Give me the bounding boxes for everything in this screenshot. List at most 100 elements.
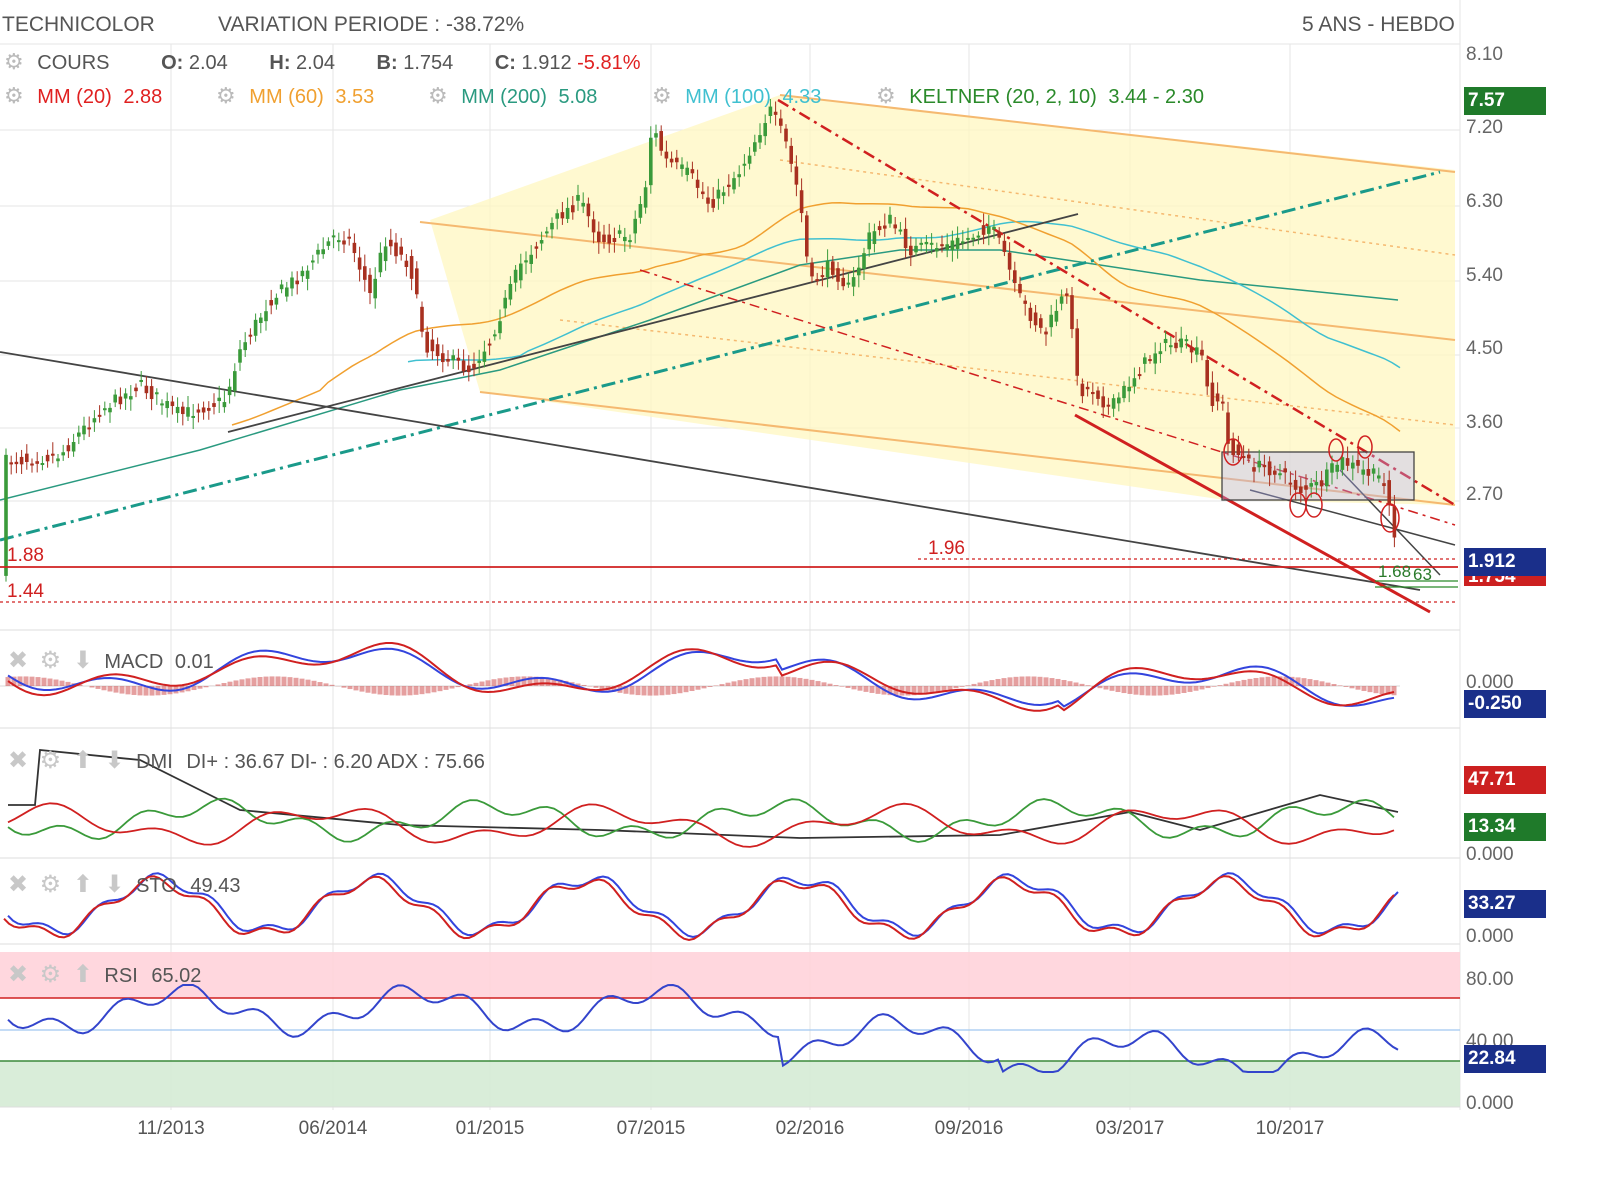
candle-body bbox=[1127, 386, 1131, 392]
candle-body bbox=[425, 331, 429, 353]
close-icon[interactable]: ✖ bbox=[8, 746, 29, 774]
candle-body bbox=[1210, 382, 1215, 406]
candle-body bbox=[1283, 468, 1287, 473]
gear-icon[interactable]: ⚙ bbox=[4, 50, 24, 75]
candle-body bbox=[399, 246, 403, 255]
macd-histogram-bar bbox=[545, 677, 551, 686]
gear-icon[interactable]: ⚙ bbox=[39, 960, 62, 988]
macd-histogram-bar bbox=[1061, 680, 1067, 686]
chart-title: TECHNICOLOR bbox=[2, 13, 155, 36]
rsi-tick: 80.00 bbox=[1466, 969, 1514, 990]
candle-body bbox=[331, 235, 336, 238]
candle-body bbox=[1330, 463, 1334, 473]
gear-icon[interactable]: ⚙ bbox=[39, 870, 62, 898]
macd-histogram-bar bbox=[227, 681, 233, 686]
macd-histogram-bar bbox=[719, 684, 725, 686]
close-icon[interactable]: ✖ bbox=[8, 870, 29, 898]
close-icon[interactable]: ✖ bbox=[8, 646, 29, 674]
gear-icon[interactable]: ⚙ bbox=[876, 84, 896, 109]
arrow-down-icon[interactable]: ⬇ bbox=[104, 746, 125, 774]
candle-body bbox=[1195, 347, 1199, 355]
candle-body bbox=[664, 151, 669, 159]
arrow-up-icon[interactable]: ⬆ bbox=[72, 870, 93, 898]
gear-icon[interactable]: ⚙ bbox=[39, 746, 62, 774]
candle-body bbox=[971, 237, 975, 240]
arrow-up-icon[interactable]: ⬆ bbox=[72, 746, 93, 774]
candle-body bbox=[846, 282, 851, 285]
macd-histogram-bar bbox=[1325, 682, 1331, 686]
candle-body bbox=[877, 226, 882, 231]
candle-body bbox=[1039, 318, 1043, 328]
gear-icon[interactable]: ⚙ bbox=[39, 646, 62, 674]
candle-body bbox=[607, 234, 611, 244]
candle-body bbox=[669, 158, 674, 163]
candle-body bbox=[1065, 293, 1069, 296]
macd-histogram-bar bbox=[557, 679, 563, 686]
level-163-label: 63 bbox=[1413, 565, 1432, 584]
macd-histogram-bar bbox=[497, 678, 503, 686]
channel-bottom bbox=[479, 391, 1456, 506]
candle-body bbox=[1018, 283, 1022, 294]
macd-histogram-bar bbox=[137, 686, 143, 696]
macd-histogram-bar bbox=[107, 686, 113, 692]
x-tick: 10/2017 bbox=[1256, 1118, 1325, 1139]
candle-body bbox=[30, 463, 34, 466]
candle-body bbox=[77, 432, 81, 437]
macd-histogram-bar bbox=[581, 684, 587, 686]
candle-body bbox=[45, 454, 50, 462]
channel-top bbox=[779, 94, 1456, 173]
gear-icon[interactable]: ⚙ bbox=[216, 84, 236, 109]
macd-histogram-bar bbox=[53, 679, 59, 686]
candle-body bbox=[961, 241, 965, 244]
macd-histogram-bar bbox=[269, 676, 275, 686]
sto-d-line bbox=[3, 875, 1395, 942]
candle-body bbox=[825, 260, 830, 278]
macd-histogram-bar bbox=[839, 686, 845, 687]
candle-body bbox=[1366, 469, 1371, 476]
candle-body bbox=[831, 261, 835, 275]
macd-histogram-bar bbox=[503, 677, 509, 686]
candle-body bbox=[711, 199, 715, 208]
arrow-down-icon[interactable]: ⬇ bbox=[104, 870, 125, 898]
consolidation-box bbox=[1221, 451, 1415, 501]
candle-body bbox=[753, 142, 757, 152]
low-label: B: bbox=[376, 52, 398, 74]
candle-body bbox=[92, 418, 97, 423]
macd-histogram-bar bbox=[65, 681, 71, 686]
candle-body bbox=[482, 351, 487, 362]
close-icon[interactable]: ✖ bbox=[8, 960, 29, 988]
candle-body bbox=[274, 297, 279, 305]
candle-body bbox=[71, 442, 76, 452]
gear-icon[interactable]: ⚙ bbox=[4, 84, 24, 109]
legend-row-cours: ⚙ COURS O: 2.04 H: 2.04 B: 1.754 C: 1.91… bbox=[4, 50, 641, 75]
candle-body bbox=[1174, 342, 1178, 349]
candle-body bbox=[82, 425, 86, 435]
macd-histogram-bar bbox=[791, 677, 797, 686]
candle-body bbox=[914, 245, 918, 253]
trendline-long-teal bbox=[0, 170, 1441, 542]
candle-body bbox=[1356, 459, 1360, 466]
arrow-up-icon[interactable]: ⬆ bbox=[72, 960, 93, 988]
candle-body bbox=[1137, 374, 1142, 377]
candle-body bbox=[768, 106, 773, 116]
candle-body bbox=[623, 236, 627, 242]
macd-histogram-bar bbox=[815, 681, 821, 686]
candle-body bbox=[903, 228, 908, 249]
macd-histogram-bar bbox=[365, 686, 371, 693]
gear-icon[interactable]: ⚙ bbox=[652, 84, 672, 109]
period-selector[interactable]: 5 ANS - HEBDO bbox=[1302, 13, 1455, 36]
macd-histogram-bar bbox=[647, 686, 653, 696]
candle-body bbox=[420, 306, 424, 332]
candle-body bbox=[565, 207, 570, 219]
macd-histogram-bar bbox=[827, 683, 833, 686]
candle-body bbox=[836, 268, 840, 282]
candle-body bbox=[1143, 357, 1147, 364]
price-tick: 7.20 bbox=[1466, 117, 1503, 138]
arrow-down-icon[interactable]: ⬇ bbox=[72, 646, 93, 674]
close-label: C: bbox=[494, 52, 516, 74]
candle-body bbox=[1221, 401, 1225, 404]
gear-icon[interactable]: ⚙ bbox=[428, 84, 448, 109]
macd-histogram-bar bbox=[779, 676, 785, 686]
macd-line bbox=[7, 647, 1395, 708]
candle-body bbox=[1335, 464, 1339, 472]
